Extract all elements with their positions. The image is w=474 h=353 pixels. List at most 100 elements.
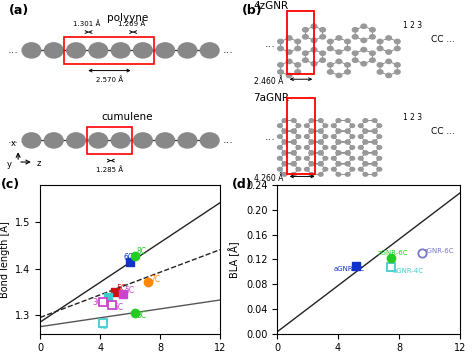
Circle shape [361, 38, 367, 42]
Circle shape [377, 70, 383, 74]
Circle shape [328, 63, 333, 67]
Text: 7C: 7C [150, 275, 160, 284]
Circle shape [309, 140, 314, 144]
Circle shape [363, 140, 368, 144]
Circle shape [370, 35, 375, 39]
Circle shape [67, 133, 85, 148]
Circle shape [328, 46, 333, 51]
Circle shape [323, 146, 328, 149]
Circle shape [295, 63, 301, 67]
Circle shape [350, 124, 355, 127]
Circle shape [319, 162, 323, 165]
Circle shape [22, 133, 41, 148]
Circle shape [363, 130, 368, 133]
Circle shape [394, 63, 400, 67]
Circle shape [295, 70, 301, 74]
Text: CC ...: CC ... [431, 127, 456, 136]
Text: 1 2 3: 1 2 3 [403, 21, 422, 30]
Circle shape [372, 173, 377, 176]
Circle shape [277, 124, 282, 127]
Circle shape [370, 51, 375, 55]
Circle shape [331, 124, 336, 127]
Circle shape [394, 70, 400, 74]
Circle shape [345, 129, 350, 133]
Circle shape [156, 43, 174, 58]
Y-axis label: Bond length [Å]: Bond length [Å] [0, 221, 9, 298]
Circle shape [363, 129, 368, 133]
Circle shape [309, 162, 314, 165]
Circle shape [372, 151, 377, 155]
Circle shape [336, 129, 341, 133]
Circle shape [352, 51, 358, 55]
Text: cumulene: cumulene [101, 112, 153, 122]
Circle shape [358, 124, 363, 127]
Circle shape [292, 162, 296, 166]
Text: 2.460 Å: 2.460 Å [254, 77, 283, 86]
Circle shape [309, 130, 314, 133]
Circle shape [278, 63, 283, 67]
Text: (c): (c) [0, 178, 20, 191]
Text: aGNR-6C: aGNR-6C [334, 267, 365, 272]
Circle shape [372, 140, 377, 144]
Circle shape [282, 162, 287, 166]
Circle shape [309, 151, 314, 154]
Circle shape [178, 43, 197, 58]
Circle shape [394, 46, 400, 51]
Circle shape [296, 124, 301, 127]
Circle shape [282, 162, 287, 165]
Circle shape [302, 28, 308, 32]
Circle shape [386, 50, 392, 54]
Text: ...: ... [222, 46, 233, 55]
Circle shape [292, 140, 296, 144]
Circle shape [331, 135, 336, 138]
Circle shape [336, 162, 341, 165]
Circle shape [336, 151, 341, 154]
Circle shape [336, 140, 341, 144]
Circle shape [358, 135, 363, 138]
Text: (d): (d) [232, 178, 252, 191]
Text: ...: ... [222, 136, 233, 145]
Circle shape [286, 59, 292, 64]
Circle shape [345, 130, 350, 133]
Circle shape [370, 28, 375, 32]
Circle shape [304, 146, 309, 149]
Circle shape [296, 146, 301, 149]
Text: z: z [37, 159, 41, 168]
Circle shape [323, 135, 328, 138]
Text: 4zGNR: 4zGNR [254, 1, 289, 11]
Bar [287, 11, 314, 74]
Circle shape [320, 28, 326, 32]
Circle shape [178, 133, 197, 148]
Circle shape [345, 140, 350, 144]
Circle shape [319, 130, 323, 133]
Circle shape [370, 58, 375, 62]
Circle shape [277, 146, 282, 149]
Circle shape [278, 70, 283, 74]
Circle shape [302, 35, 308, 39]
Circle shape [277, 156, 282, 160]
Circle shape [282, 151, 287, 155]
Circle shape [361, 48, 367, 52]
Text: ...: ... [8, 136, 18, 145]
Circle shape [45, 133, 63, 148]
Circle shape [372, 119, 377, 122]
Circle shape [345, 140, 350, 144]
Circle shape [309, 151, 314, 155]
Circle shape [295, 39, 301, 44]
Circle shape [352, 28, 358, 32]
Circle shape [386, 59, 392, 64]
Circle shape [345, 70, 350, 74]
Circle shape [134, 133, 152, 148]
Circle shape [156, 133, 174, 148]
Circle shape [377, 63, 383, 67]
Circle shape [372, 162, 377, 166]
Circle shape [278, 39, 283, 44]
Circle shape [372, 151, 377, 154]
Circle shape [292, 130, 296, 133]
Circle shape [292, 129, 296, 133]
Circle shape [292, 119, 296, 122]
Circle shape [292, 151, 296, 154]
Circle shape [22, 43, 41, 58]
Circle shape [345, 46, 350, 51]
Circle shape [350, 167, 355, 171]
